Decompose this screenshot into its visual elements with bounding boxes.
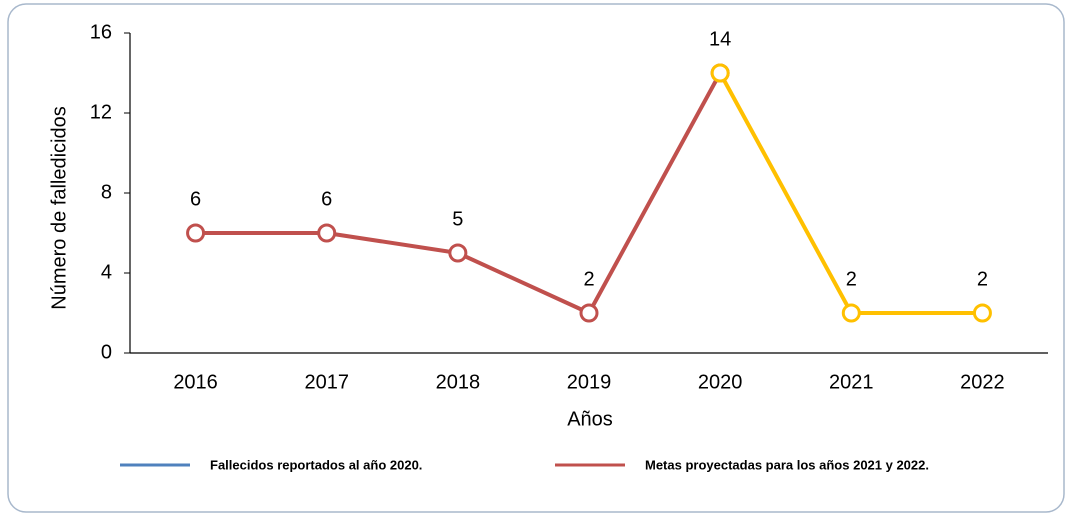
x-tick-label: 2020 — [698, 371, 743, 393]
frame — [7, 3, 1065, 513]
marker — [186, 223, 206, 243]
x-tick-label: 2021 — [829, 371, 874, 393]
marker — [579, 303, 599, 323]
marker — [317, 223, 337, 243]
x-tick-label: 2022 — [960, 371, 1005, 393]
data-label: 2 — [846, 268, 857, 290]
y-tick-label: 12 — [90, 101, 112, 123]
x-tick-label: 2017 — [304, 371, 349, 393]
legend-label: Fallecidos reportados al año 2020. — [210, 457, 422, 472]
data-label: 14 — [709, 28, 731, 50]
y-tick-label: 0 — [101, 341, 112, 363]
x-tick-label: 2018 — [436, 371, 481, 393]
y-tick-label: 8 — [101, 181, 112, 203]
data-label: 6 — [190, 188, 201, 210]
marker — [448, 243, 468, 263]
x-axis-title: Años — [567, 408, 613, 430]
data-label: 2 — [583, 268, 594, 290]
marker — [841, 303, 861, 323]
x-tick-label: 2016 — [173, 371, 218, 393]
y-axis-title: Número de falledicidos — [48, 106, 70, 309]
data-label: 6 — [321, 188, 332, 210]
y-tick-label: 4 — [101, 261, 112, 283]
data-label: 2 — [977, 268, 988, 290]
x-tick-label: 2019 — [567, 371, 612, 393]
y-tick-label: 16 — [90, 21, 112, 43]
marker — [972, 303, 992, 323]
marker — [710, 63, 730, 83]
data-label: 5 — [452, 208, 463, 230]
legend-label: Metas proyectadas para los años 2021 y 2… — [645, 457, 929, 472]
